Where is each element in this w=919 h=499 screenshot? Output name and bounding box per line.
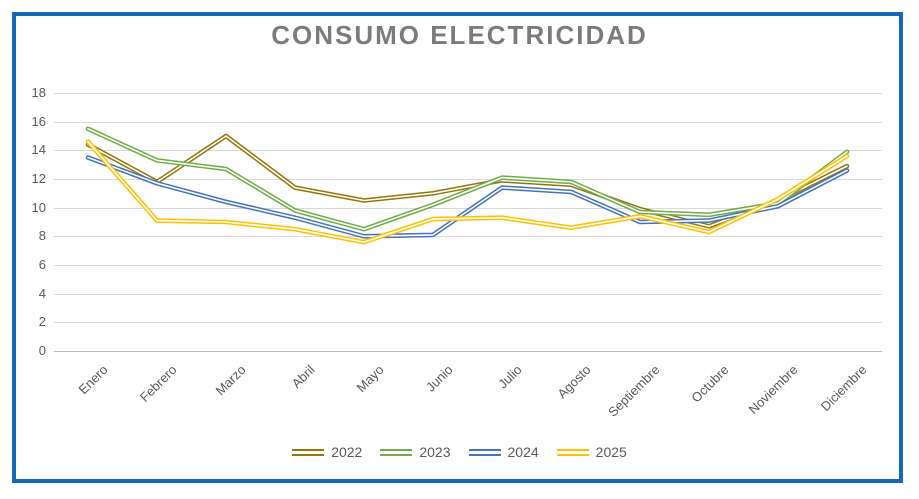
chart-area-border [12,12,903,483]
legend-label-2023: 2023 [419,444,451,460]
legend: 2022 2023 2024 2025 [0,444,919,460]
legend-swatch-2023 [380,448,413,456]
legend-item-2022: 2022 [292,444,362,460]
legend-swatch-2024 [468,448,501,456]
legend-item-2025: 2025 [556,444,627,460]
legend-item-2024: 2024 [468,444,539,460]
legend-label-2025: 2025 [595,444,627,460]
legend-label-2022: 2022 [331,444,363,460]
chart-title: CONSUMO ELECTRICIDAD [271,20,648,50]
legend-label-2024: 2024 [507,444,539,460]
legend-item-2023: 2023 [380,444,451,460]
legend-swatch-2025 [556,448,589,456]
legend-swatch-2022 [292,448,325,456]
